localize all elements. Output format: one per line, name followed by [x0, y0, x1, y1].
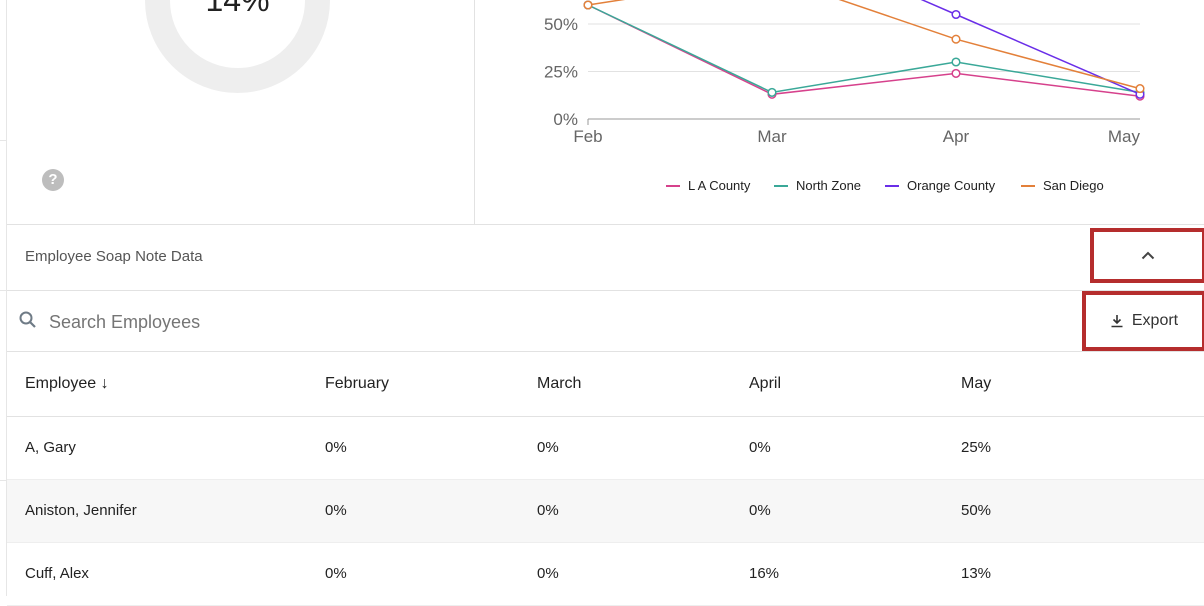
x-tick-label: Feb: [573, 127, 602, 146]
line-chart: 0% 25% 50% Feb Mar Apr May L A County North Zon…: [544, 0, 1145, 193]
data-point: [951, 34, 961, 44]
search-icon: [19, 311, 36, 328]
data-point: [767, 87, 777, 97]
cell-february: 0%: [325, 502, 347, 519]
chevron-up-icon: [1141, 251, 1155, 260]
table-header: Employee ↓ February March April May: [7, 352, 1204, 417]
cell-may: 13%: [961, 565, 992, 582]
page-edge-tick: [0, 480, 6, 481]
chart-axes: 0% 25% 50% Feb Mar Apr May: [544, 15, 1141, 146]
page-edge-tick: [0, 290, 6, 291]
y-tick-label: 25%: [544, 63, 578, 82]
cell-march: 0%: [537, 439, 559, 456]
data-point: [1135, 84, 1145, 94]
page-edge: [6, 0, 7, 596]
export-button[interactable]: Export: [1082, 291, 1204, 351]
column-header-march[interactable]: March: [537, 375, 582, 392]
cell-may: 50%: [961, 502, 992, 519]
table-row[interactable]: Aniston, Jennifer 0% 0% 0% 50%: [7, 480, 1204, 543]
column-header-label: Employee: [25, 375, 97, 392]
chart-series: [583, 0, 1145, 101]
cell-may: 25%: [961, 439, 992, 456]
help-icon[interactable]: ?: [42, 169, 64, 191]
data-point: [583, 0, 593, 10]
search-bar: Export: [7, 291, 1204, 352]
series-line: [587, 0, 1141, 90]
chart-legend: L A County North Zone Orange County San Die…: [666, 178, 1104, 193]
table-row[interactable]: Cuff, Alex 0% 0% 16% 13%: [7, 543, 1204, 606]
legend-label: Orange County: [907, 178, 996, 193]
y-tick-label: 0%: [553, 110, 578, 129]
series-line: [587, 4, 1141, 97]
cell-march: 0%: [537, 502, 559, 519]
y-tick-label: 50%: [544, 15, 578, 34]
x-tick-label: Mar: [757, 127, 787, 146]
donut-track: [145, 0, 330, 93]
data-point: [951, 68, 961, 78]
cell-february: 0%: [325, 565, 347, 582]
column-header-employee[interactable]: Employee ↓: [25, 375, 109, 393]
donut-chart: [145, 0, 330, 93]
cell-april: 16%: [749, 565, 780, 582]
legend-label: L A County: [688, 178, 751, 193]
data-point: [951, 57, 961, 67]
section-title: Employee Soap Note Data: [25, 248, 203, 265]
chart-grid: [588, 23, 1140, 120]
column-header-february[interactable]: February: [325, 375, 390, 392]
employee-table: Employee ↓ February March April May A, G…: [7, 352, 1204, 606]
donut-percent-label: 14%: [205, 0, 270, 18]
data-point: [951, 9, 961, 20]
export-label: Export: [1131, 312, 1179, 329]
series-line: [587, 4, 1141, 94]
column-header-april[interactable]: April: [749, 375, 782, 392]
cell-employee: Cuff, Alex: [25, 565, 89, 582]
legend-label: North Zone: [796, 178, 861, 193]
x-tick-label: Apr: [943, 127, 970, 146]
download-icon: [1111, 315, 1123, 328]
column-header-may[interactable]: May: [961, 375, 992, 392]
series-line: [920, 0, 1141, 95]
cell-march: 0%: [537, 565, 559, 582]
section-header: Employee Soap Note Data: [7, 225, 1204, 291]
page-edge-tick: [0, 140, 6, 141]
search-input[interactable]: [47, 307, 551, 337]
table-row[interactable]: A, Gary 0% 0% 0% 25%: [7, 417, 1204, 480]
cell-employee: Aniston, Jennifer: [25, 502, 137, 519]
panel-divider: [474, 0, 475, 224]
cell-employee: A, Gary: [25, 439, 76, 456]
x-tick-label: May: [1108, 127, 1141, 146]
sort-arrow-icon: ↓: [100, 375, 109, 392]
cell-february: 0%: [325, 439, 347, 456]
legend-label: San Diego: [1043, 178, 1104, 193]
collapse-button[interactable]: [1090, 228, 1204, 283]
cell-april: 0%: [749, 502, 771, 519]
cell-april: 0%: [749, 439, 771, 456]
summary-panel: 14% ?: [7, 0, 1204, 225]
